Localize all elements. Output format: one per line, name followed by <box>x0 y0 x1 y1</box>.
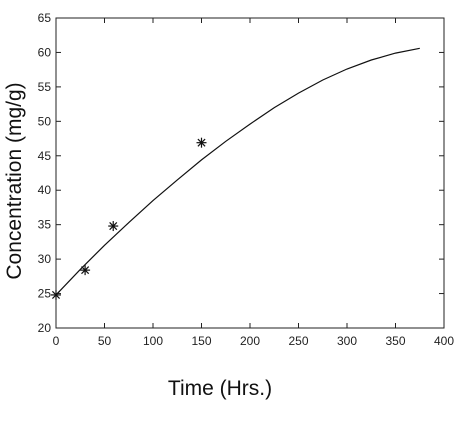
y-tick-label: 50 <box>38 114 52 128</box>
y-tick-label: 20 <box>38 321 52 335</box>
y-tick-label: 25 <box>38 287 52 301</box>
data-point <box>108 221 119 232</box>
tick-labels: 0 50 100 150 200 250 300 350 400 20 25 30 35 40 45 50 55… <box>38 11 455 348</box>
y-tick-label: 55 <box>38 80 52 94</box>
x-tick-label: 100 <box>143 334 163 348</box>
plot-frame <box>55 17 445 329</box>
x-tick-label: 50 <box>98 334 112 348</box>
x-tick-label: 350 <box>385 334 405 348</box>
data-point <box>80 265 91 276</box>
x-tick-label: 400 <box>434 334 454 348</box>
x-tick-label: 150 <box>191 334 211 348</box>
x-axis-title: Time (Hrs.) <box>168 377 272 400</box>
y-tick-label: 60 <box>38 45 52 59</box>
y-tick-label: 65 <box>38 11 52 25</box>
y-tick-label: 35 <box>38 218 52 232</box>
x-tick-label: 300 <box>337 334 357 348</box>
y-tick-label: 40 <box>38 183 52 197</box>
data-point <box>51 289 61 300</box>
y-tick-label: 30 <box>38 252 52 266</box>
x-tick-label: 200 <box>240 334 260 348</box>
data-point <box>196 137 207 148</box>
y-axis-title: Concentration (mg/g) <box>3 82 26 279</box>
data-points <box>51 137 207 300</box>
axis-ticks <box>55 17 445 329</box>
x-tick-label: 0 <box>53 334 60 348</box>
fitted-curve <box>55 47 420 296</box>
y-tick-label: 45 <box>38 149 52 163</box>
x-tick-label: 250 <box>288 334 308 348</box>
